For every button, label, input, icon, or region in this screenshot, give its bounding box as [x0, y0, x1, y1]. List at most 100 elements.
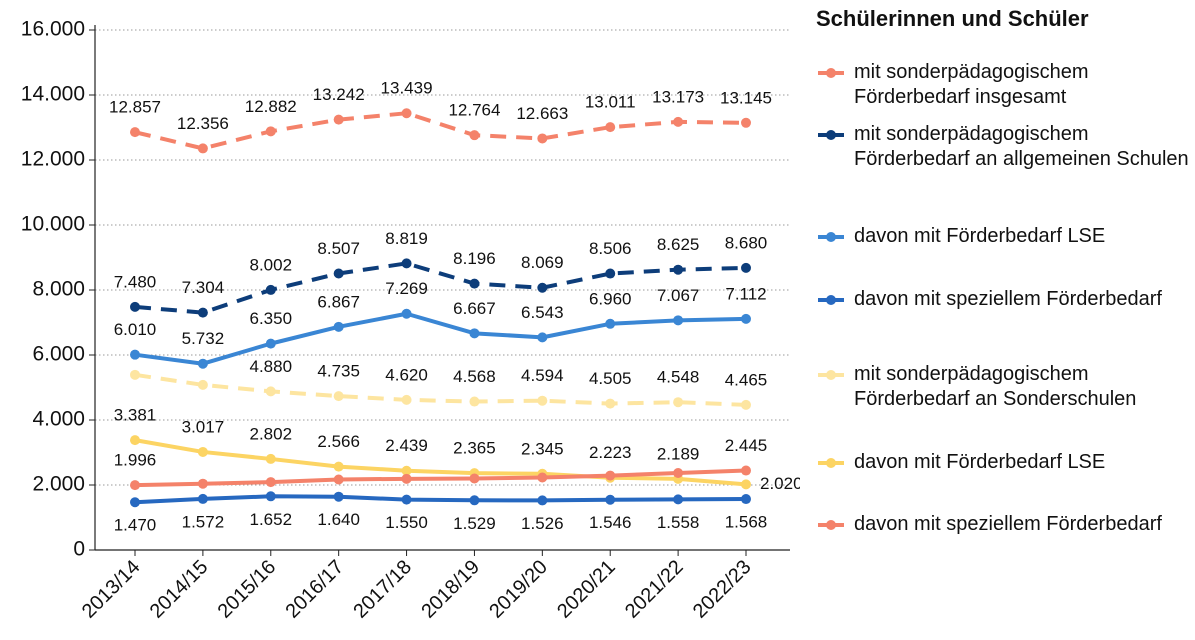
x-tick-label: 2021/22: [621, 556, 688, 623]
data-label: 8.002: [250, 255, 293, 274]
x-tick-label: 2019/20: [485, 556, 552, 623]
data-label: 8.196: [453, 249, 496, 268]
series-line: [134, 468, 747, 488]
data-point: [537, 495, 548, 506]
data-point: [197, 358, 208, 369]
data-point: [605, 494, 616, 505]
data-label: 13.439: [381, 79, 433, 98]
legend-label: davon mit speziellem Förderbedarf: [854, 288, 1162, 310]
data-label: 1.529: [453, 514, 496, 533]
data-point: [333, 461, 344, 472]
data-label: 1.652: [250, 510, 293, 529]
chart: 0 2.000 4.000 6.000 8.000 10.000 12.000 14.000 1…: [21, 18, 800, 623]
data-point: [333, 114, 344, 125]
data-label: 12.663: [516, 104, 568, 123]
data-point: [741, 494, 751, 505]
x-tick-label: 2015/16: [214, 556, 281, 623]
data-point: [333, 321, 344, 332]
data-point: [130, 127, 140, 138]
data-point: [741, 399, 751, 410]
data-label: 1.546: [589, 513, 632, 532]
data-point: [197, 493, 208, 504]
data-label: 4.548: [657, 368, 700, 387]
data-point: [741, 465, 751, 476]
data-label: 6.010: [114, 320, 157, 339]
data-label: 1.572: [182, 512, 225, 531]
data-point: [741, 313, 751, 324]
data-label: 3.381: [114, 406, 157, 425]
x-tick-label: 2020/21: [553, 556, 620, 623]
legend-marker: [818, 68, 844, 78]
x-tick-label: 2018/19: [417, 556, 484, 623]
series-line: [134, 438, 747, 487]
data-point: [537, 133, 548, 144]
legend-label: mit sonderpädagogischem Förderbedarf an …: [854, 363, 1137, 410]
data-label: 12.857: [109, 98, 161, 117]
y-tick-label: 8.000: [32, 278, 85, 301]
data-label: 4.620: [385, 365, 428, 384]
legend-marker: [818, 370, 844, 380]
data-point: [469, 328, 480, 339]
data-point: [401, 308, 412, 319]
data-label: 4.465: [725, 370, 768, 389]
data-point: [469, 278, 480, 289]
data-label: 7.269: [385, 279, 428, 298]
legend-dot: [826, 458, 836, 468]
data-label: 2.345: [521, 439, 564, 458]
legend-marker: [818, 130, 844, 140]
data-label: 6.667: [453, 299, 496, 318]
data-label: 2.802: [250, 424, 293, 443]
data-point: [333, 491, 344, 502]
data-point: [673, 494, 684, 505]
data-point: [401, 494, 412, 505]
data-point: [197, 379, 208, 390]
data-label: 2.365: [453, 439, 496, 458]
data-label: 1.558: [657, 513, 700, 532]
data-point: [469, 473, 480, 484]
data-point: [130, 480, 140, 491]
y-tick-label: 4.000: [32, 408, 85, 431]
data-label: 4.880: [250, 357, 293, 376]
y-tick-label: 12.000: [21, 148, 85, 171]
data-label: 8.819: [385, 229, 428, 248]
data-point: [333, 474, 344, 485]
data-label: 2.223: [589, 443, 632, 462]
data-point: [333, 268, 344, 279]
data-point: [265, 386, 276, 397]
data-point: [197, 307, 208, 318]
data-point: [130, 349, 140, 360]
data-label: 4.735: [317, 362, 360, 381]
data-point: [741, 117, 751, 128]
data-label: 8.069: [521, 253, 564, 272]
data-point: [537, 332, 548, 343]
x-tick-label: 2017/18: [349, 556, 416, 623]
legend-label: davon mit Förderbedarf LSE: [854, 451, 1106, 473]
legend-marker: [818, 295, 844, 305]
data-label: 2.189: [657, 444, 700, 463]
data-point: [197, 143, 208, 154]
data-point: [537, 472, 548, 483]
data-point: [333, 391, 344, 402]
data-point: [265, 453, 276, 464]
data-point: [537, 282, 548, 293]
data-point: [673, 467, 684, 478]
y-tick-label: 10.000: [21, 213, 85, 236]
series-line: [134, 494, 747, 505]
data-label: 6.960: [589, 289, 632, 308]
data-point: [673, 116, 684, 127]
legend-label: davon mit Förderbedarf LSE: [854, 225, 1106, 247]
data-label: 4.505: [589, 369, 632, 388]
legend-dot: [826, 68, 836, 78]
data-label: 4.594: [521, 366, 564, 385]
data-label: 1.996: [114, 451, 157, 470]
legend-title: Schülerinnen und Schüler: [816, 6, 1089, 31]
data-point: [605, 268, 616, 279]
data-label: 12.882: [245, 97, 297, 116]
data-label: 1.550: [385, 513, 428, 532]
data-point: [265, 126, 276, 137]
x-tick-label: 2013/14: [78, 556, 145, 623]
data-point: [469, 495, 480, 506]
legend-label: mit sonderpädagogischem Förderbedarf ins…: [854, 61, 1089, 108]
data-label: 8.506: [589, 239, 632, 258]
legend-label: davon mit speziellem Förderbedarf: [854, 513, 1162, 535]
